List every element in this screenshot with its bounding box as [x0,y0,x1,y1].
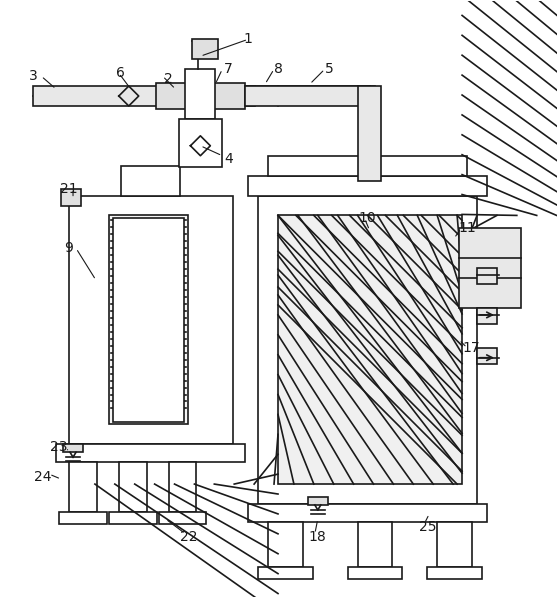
Bar [437,522,472,567]
Bar [113,218,185,422]
Bar [258,196,477,504]
Bar [119,462,147,512]
Bar [59,512,107,524]
Text: 21: 21 [60,182,78,196]
Polygon shape [119,86,139,106]
Text: 10: 10 [359,212,376,225]
Bar [248,176,487,196]
Bar [179,119,222,167]
Polygon shape [190,136,210,155]
Bar [245,86,374,106]
Text: 22: 22 [180,530,197,544]
Text: 25: 25 [418,520,436,534]
Text: 3: 3 [29,69,37,83]
Text: 23: 23 [50,440,68,454]
Text: 5: 5 [325,62,334,76]
Text: 1: 1 [244,32,253,46]
Bar [69,462,97,512]
Bar [33,86,255,106]
Text: 17: 17 [462,341,480,355]
Bar [109,215,189,425]
Bar [109,512,157,524]
Text: 11: 11 [458,221,476,236]
Bar [61,188,81,206]
Bar [158,512,206,524]
Text: 9: 9 [65,241,74,255]
Bar [348,567,402,579]
Text: 8: 8 [273,62,282,76]
Bar [268,155,467,176]
Text: 4: 4 [224,152,233,166]
Bar [248,504,487,522]
Bar [156,83,245,109]
Text: 18: 18 [309,530,326,544]
Text: 6: 6 [117,66,125,80]
Bar [69,196,233,444]
Bar [278,215,462,484]
Bar [193,39,218,59]
Bar [121,166,180,196]
Bar [169,462,196,512]
Bar [427,567,482,579]
Bar [459,228,521,308]
Polygon shape [268,86,288,106]
Bar [358,522,392,567]
Bar [477,348,497,364]
Bar [56,444,245,462]
Bar [358,86,382,181]
Text: 7: 7 [224,62,233,76]
Bar [308,497,328,505]
Bar [278,215,462,484]
Bar [477,268,497,284]
Bar [185,69,215,119]
Bar [63,444,83,452]
Bar [477,308,497,324]
Bar [258,567,313,579]
Text: 2: 2 [164,72,173,86]
Bar [268,522,303,567]
Text: 24: 24 [35,470,52,484]
